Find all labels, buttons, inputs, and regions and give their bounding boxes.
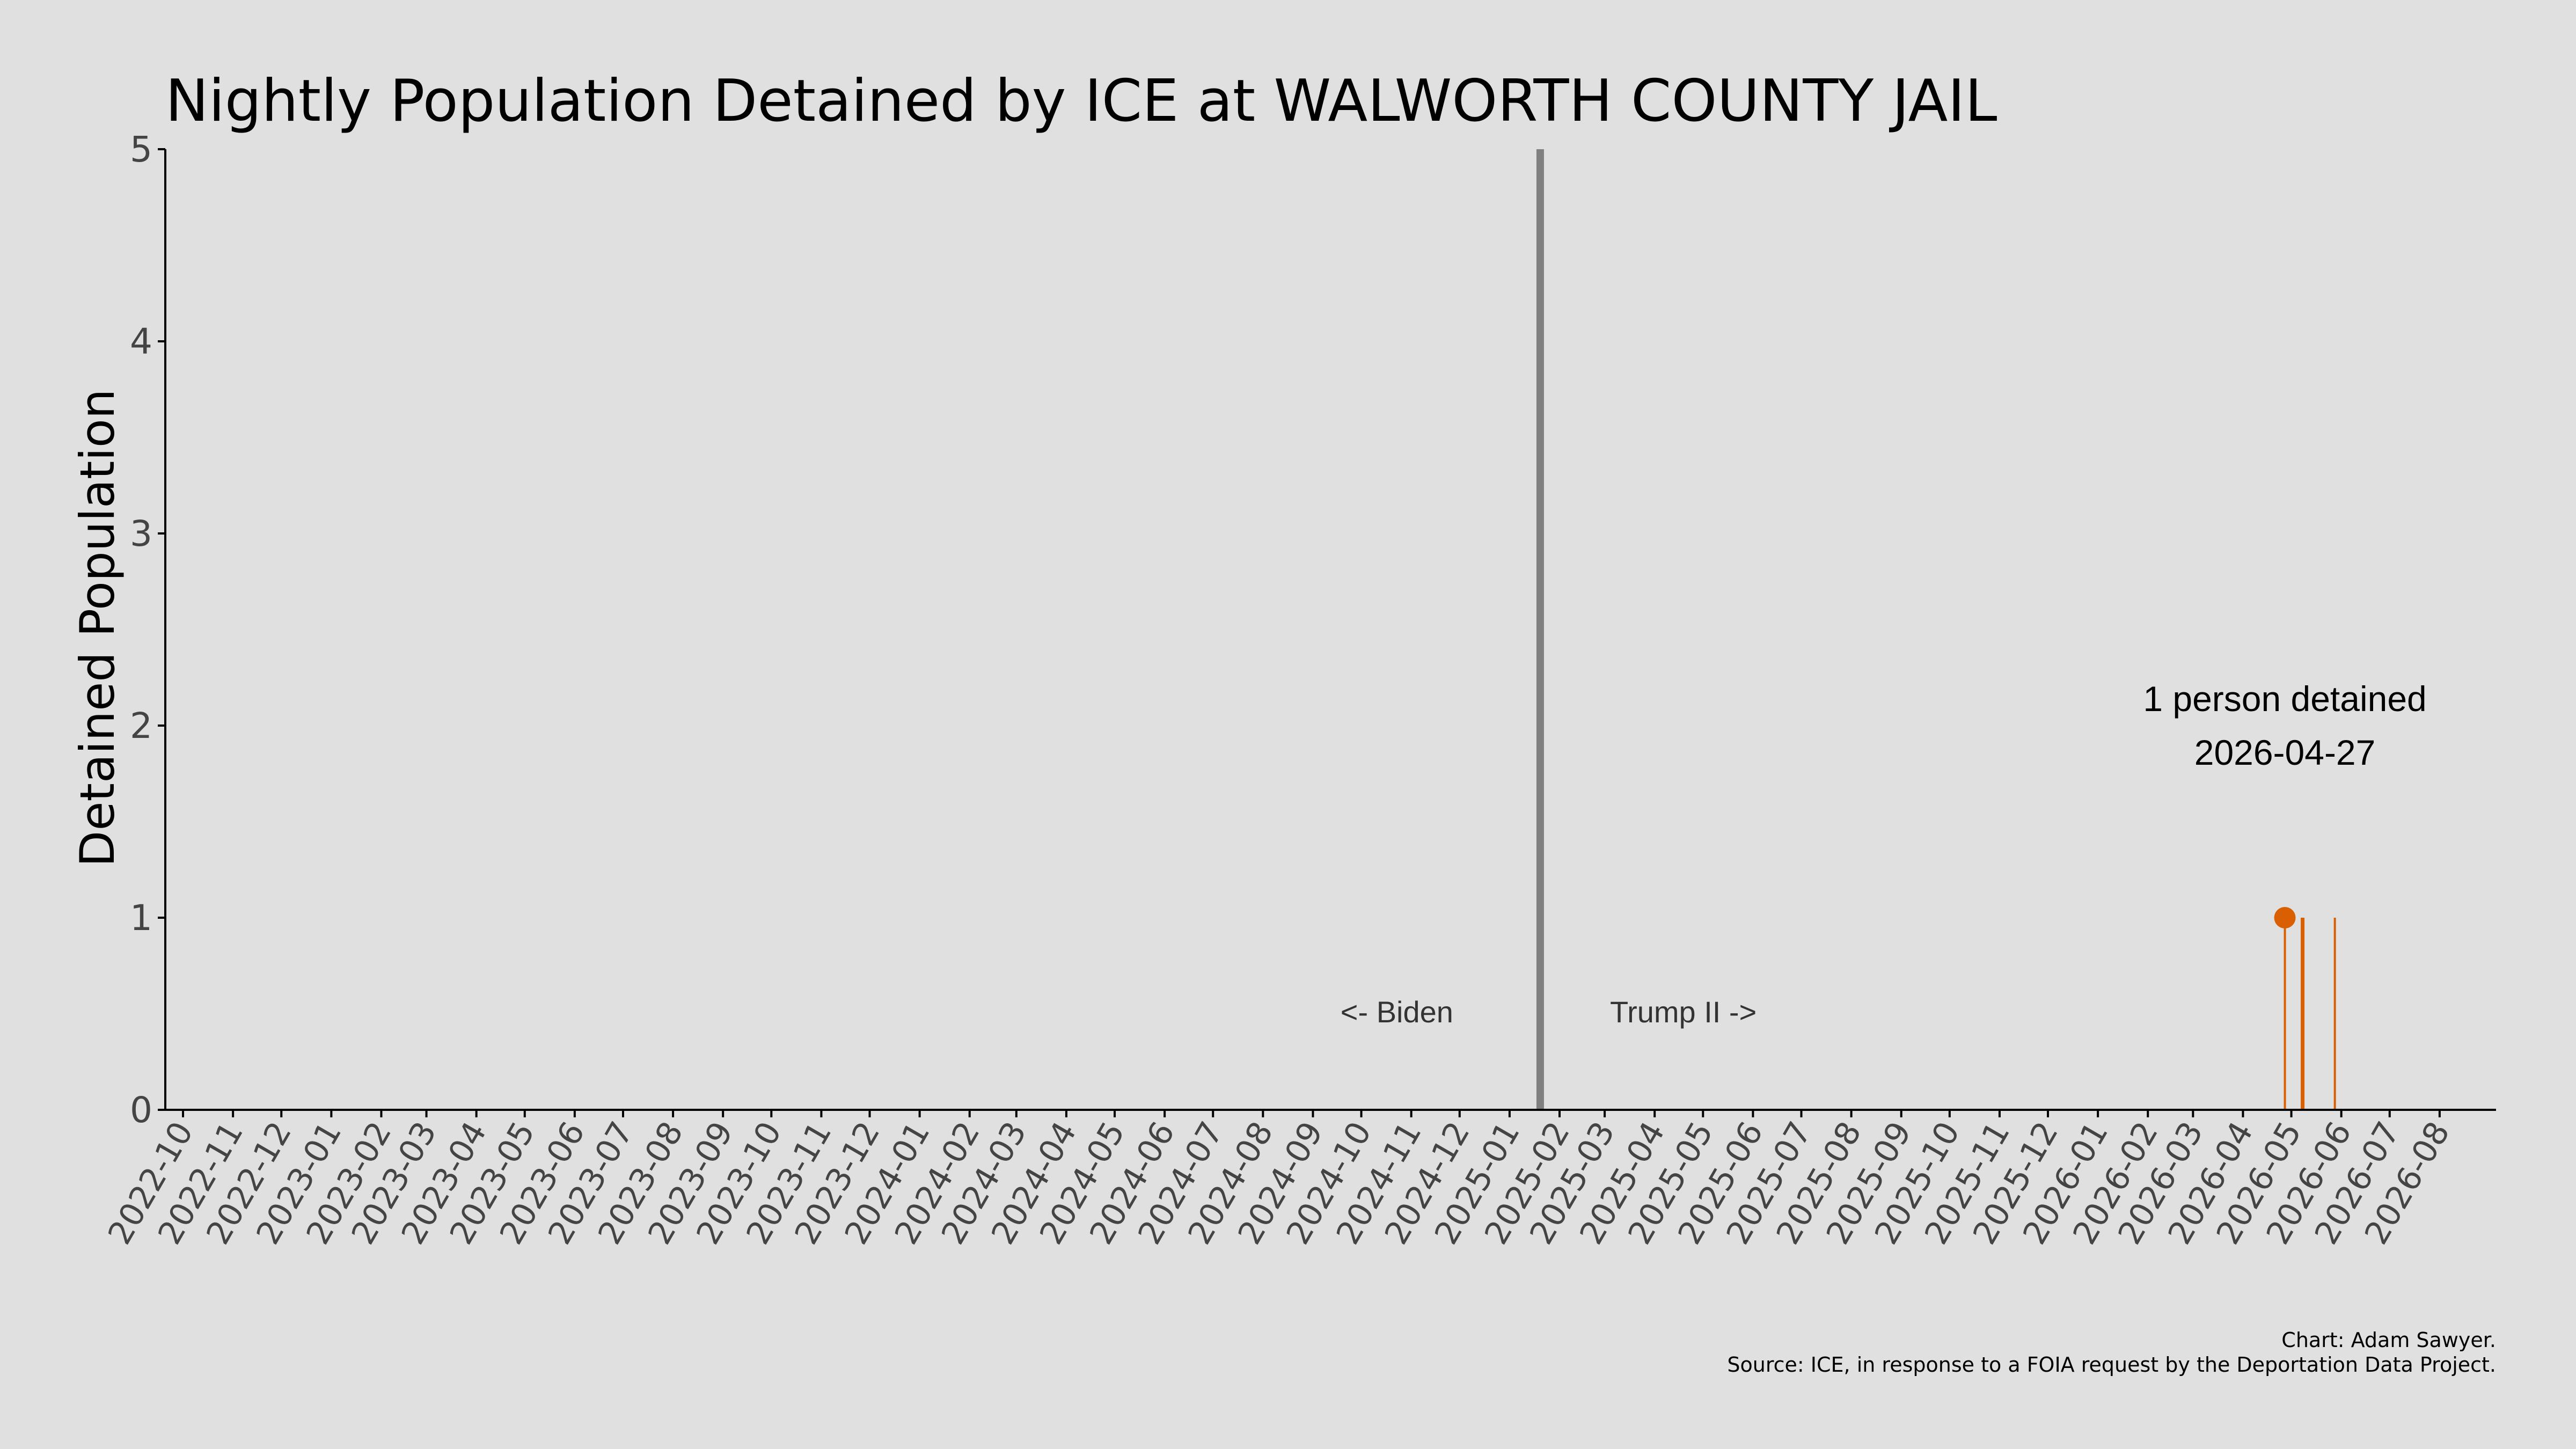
chart-title: Nightly Population Detained by ICE at WA… — [165, 68, 1997, 135]
era-label-left: <- Biden — [1341, 995, 1453, 1029]
y-tick-label: 0 — [130, 1089, 152, 1131]
footer-credit: Chart: Adam Sawyer. — [2281, 1328, 2496, 1352]
y-tick-label: 4 — [130, 321, 152, 362]
highlight-point — [2274, 907, 2296, 928]
y-tick-label: 2 — [130, 705, 152, 747]
y-tick-label: 3 — [130, 513, 152, 554]
annotation-line1: 1 person detained — [2143, 679, 2426, 719]
annotation-line2: 2026-04-27 — [2194, 733, 2376, 772]
y-axis-label: Detained Population — [70, 389, 125, 867]
footer-source: Source: ICE, in response to a FOIA reque… — [1727, 1353, 2496, 1377]
y-tick-label: 1 — [130, 897, 152, 939]
plot-area: <- Biden Trump II -> 1 person detained 2026… — [101, 129, 2496, 1251]
y-tick-label: 5 — [130, 129, 152, 170]
era-label-right: Trump II -> — [1610, 995, 1757, 1029]
